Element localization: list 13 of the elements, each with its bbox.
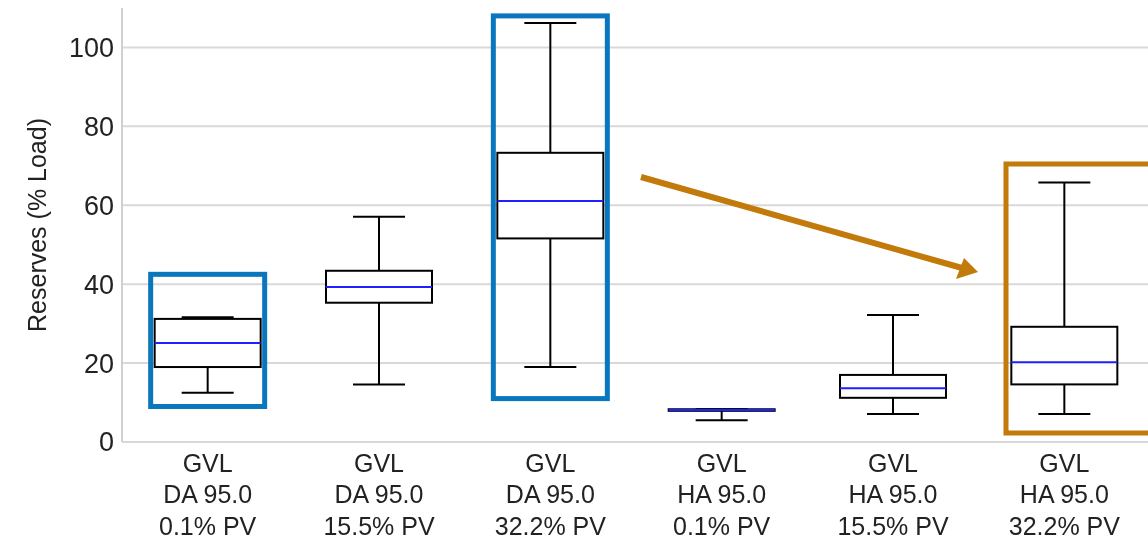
y-tick-label: 80: [83, 111, 114, 142]
y-tick-label: 100: [68, 32, 114, 63]
x-tick-label: GVL HA 95.0 32.2% PV: [1008, 449, 1121, 540]
y-tick-label: 60: [83, 190, 114, 221]
y-tick-label: 20: [83, 348, 114, 379]
x-tick-label: GVL HA 95.0 15.5% PV: [837, 449, 949, 540]
y-axis-title: Reserves (% Load): [23, 118, 51, 332]
x-tick-label: GVL DA 95.0 15.5% PV: [323, 449, 435, 540]
x-tick-label: GVL DA 95.0 32.2% PV: [494, 449, 607, 540]
y-tick-label: 0: [98, 427, 114, 458]
x-tick-label: GVL DA 95.0 0.1% PV: [159, 449, 257, 540]
x-tick-label: GVL HA 95.0 0.1% PV: [673, 449, 771, 540]
y-tick-label: 40: [83, 269, 114, 300]
